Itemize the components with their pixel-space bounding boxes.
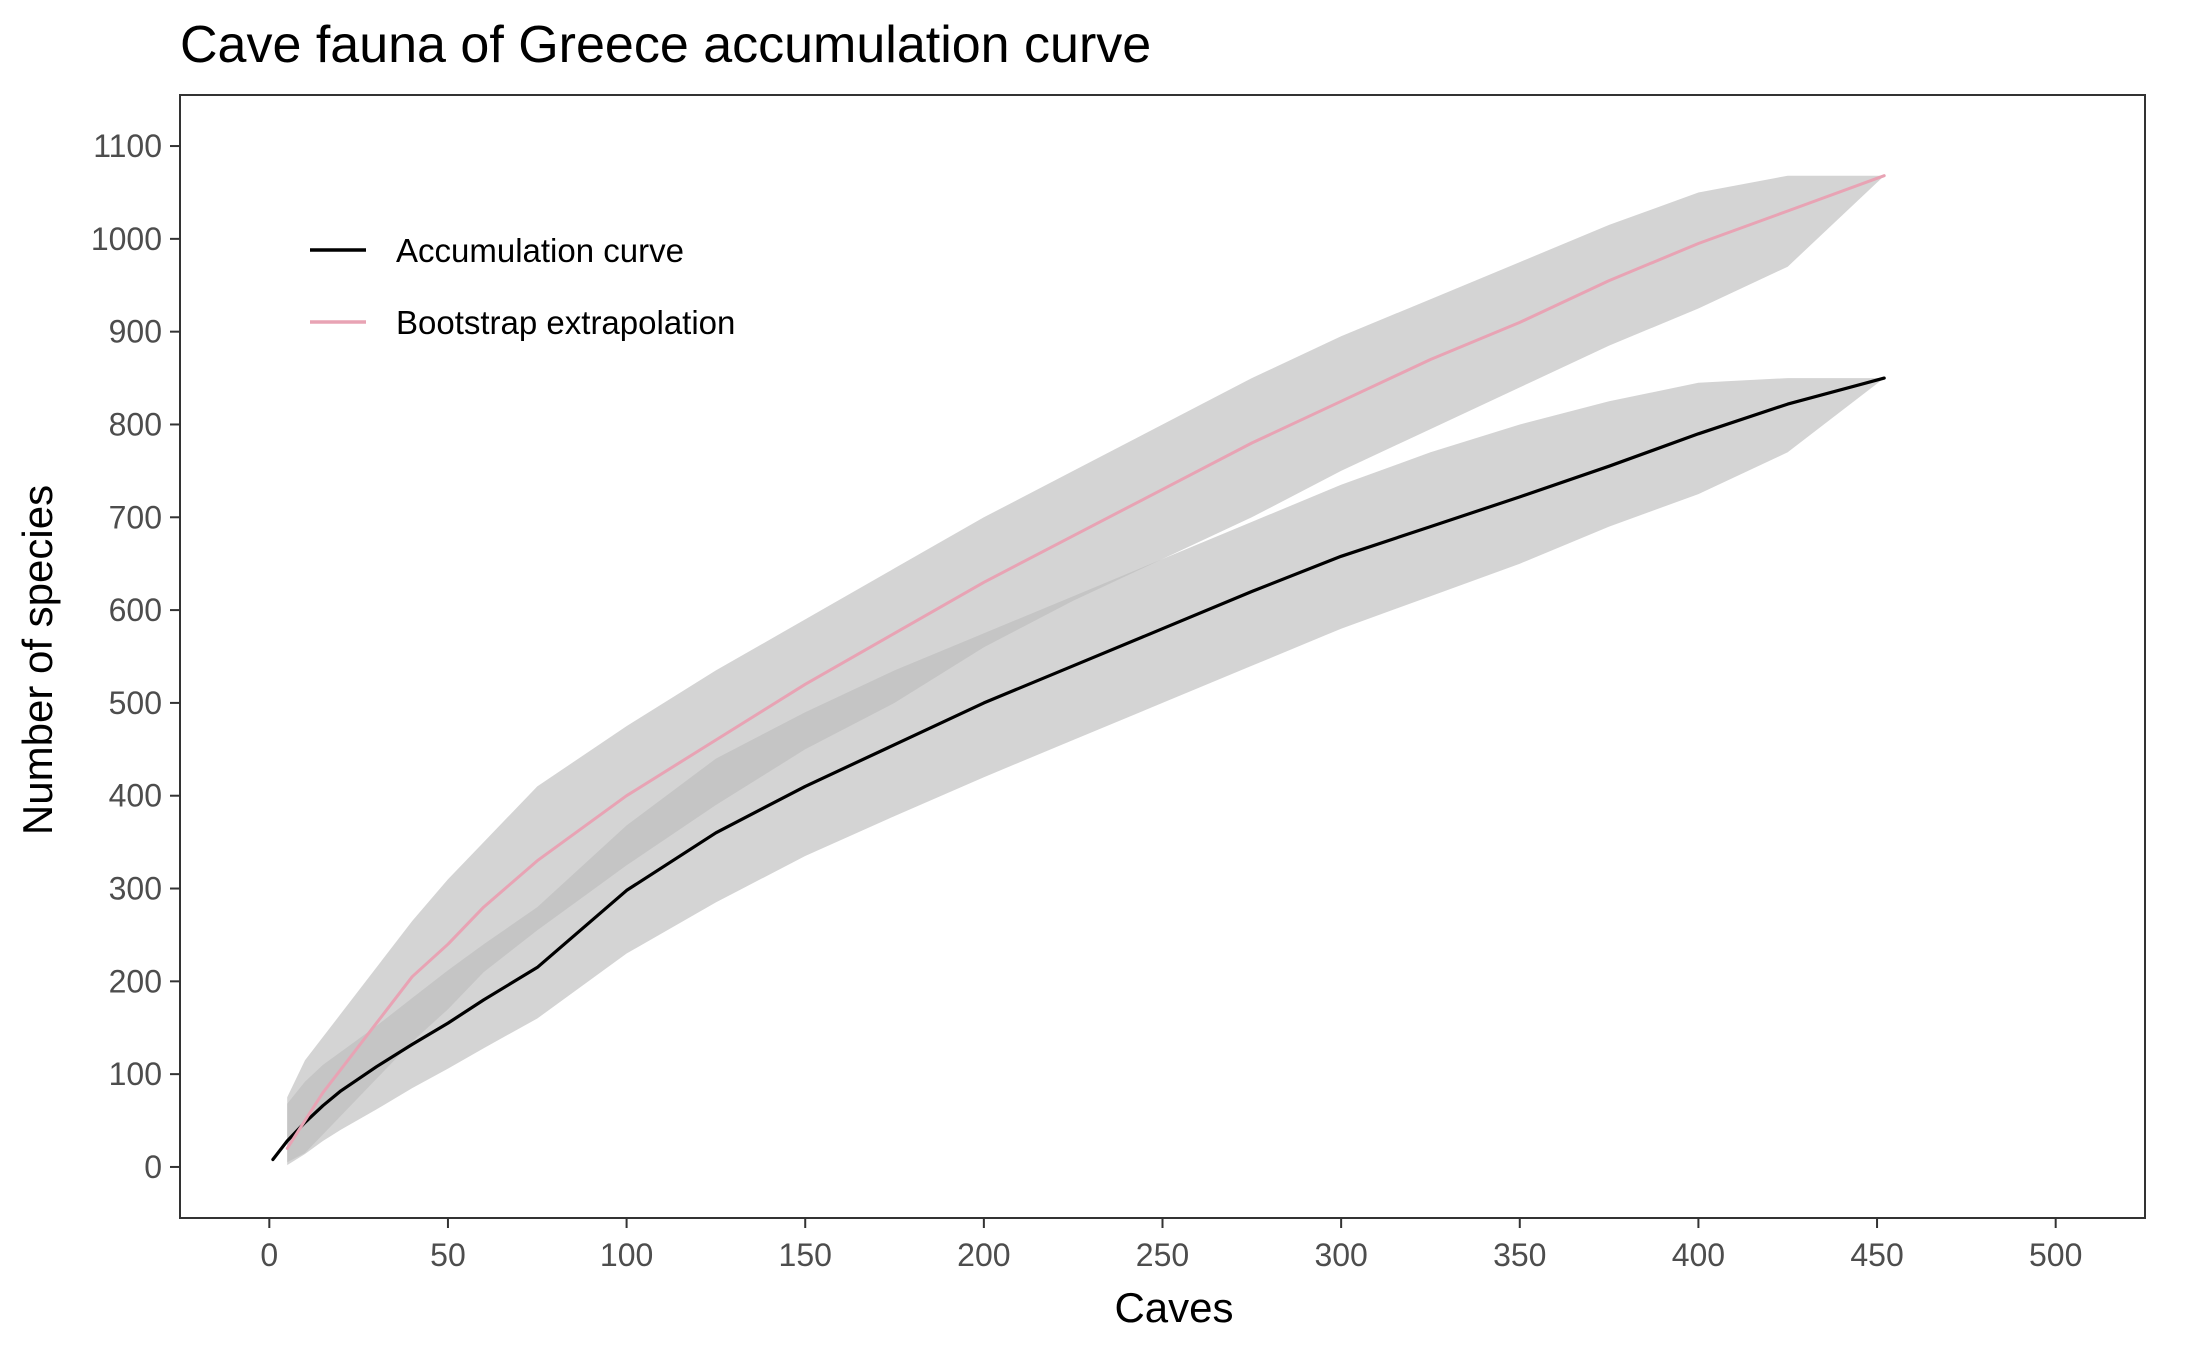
x-tick-label: 250: [1136, 1237, 1189, 1273]
series-line-bootstrap: [285, 174, 1886, 1150]
x-tick-label: 450: [1850, 1237, 1903, 1273]
x-tick-label: 500: [2029, 1237, 2082, 1273]
plot-area: [271, 174, 1886, 1166]
y-tick-label: 400: [109, 778, 162, 814]
x-tick-label: 350: [1493, 1237, 1546, 1273]
legend-label-bootstrap: Bootstrap extrapolation: [396, 304, 735, 341]
plot-marks: [271, 174, 1886, 1166]
y-tick-label: 300: [109, 871, 162, 907]
y-axis: 0 100 200 300 400 500 600 700 800 900 1000 1100: [91, 128, 180, 1185]
x-tick-label: 0: [260, 1237, 278, 1273]
y-tick-label: 800: [109, 406, 162, 442]
y-tick-label: 700: [109, 499, 162, 535]
chart-title: Cave fauna of Greece accumulation curve: [180, 16, 1151, 74]
y-tick-label: 200: [109, 963, 162, 999]
x-tick-label: 50: [430, 1237, 466, 1273]
y-tick-label: 0: [144, 1149, 162, 1185]
x-tick-label: 200: [957, 1237, 1010, 1273]
series-line-accumulation: [271, 376, 1886, 1162]
confidence-band-bootstrap: [287, 175, 1885, 1163]
x-tick-label: 100: [600, 1237, 653, 1273]
legend-label-accumulation: Accumulation curve: [396, 232, 684, 269]
x-tick-label: 150: [779, 1237, 832, 1273]
y-tick-label: 100: [109, 1056, 162, 1092]
x-tick-label: 300: [1314, 1237, 1367, 1273]
y-tick-label: 1100: [93, 128, 162, 164]
x-axis-title: Caves: [1114, 1284, 1233, 1331]
confidence-band-accumulation: [287, 378, 1885, 1166]
x-tick-label: 400: [1672, 1237, 1725, 1273]
y-tick-label: 600: [109, 592, 162, 628]
y-tick-label: 500: [109, 685, 162, 721]
y-tick-label: 1000: [91, 221, 162, 257]
x-axis: 0 50 100 150 200 250 300 350 400 450 500: [260, 1218, 2082, 1273]
y-axis-title: Number of species: [14, 485, 61, 835]
legend: Accumulation curve Bootstrap extrapolati…: [310, 232, 735, 341]
y-tick-label: 900: [109, 314, 162, 350]
